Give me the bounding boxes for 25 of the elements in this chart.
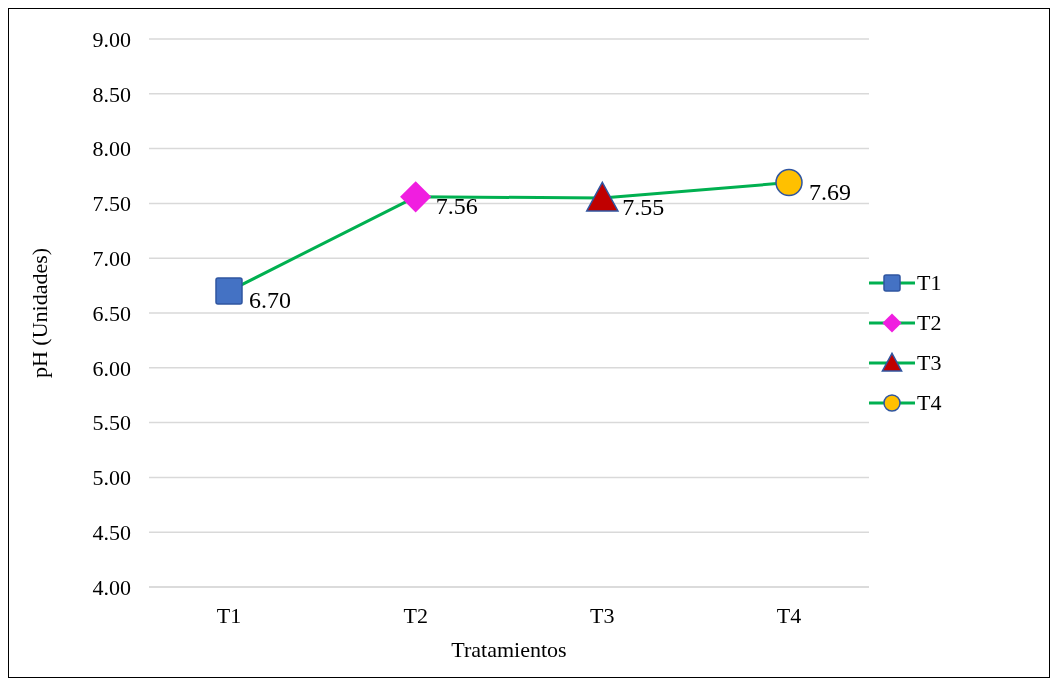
data-label: 6.70 (249, 287, 291, 314)
legend-label: T3 (917, 350, 942, 376)
y-tick-label: 8.00 (92, 136, 131, 162)
y-tick-label: 6.00 (92, 355, 131, 381)
x-tick-label: T1 (216, 602, 242, 628)
y-tick-label: 7.00 (92, 246, 131, 272)
y-tick-label: 4.50 (92, 520, 131, 546)
x-tick-label: T2 (403, 602, 428, 628)
data-label: 7.69 (809, 178, 851, 205)
data-label: 7.56 (435, 192, 478, 219)
y-tick-label: 7.50 (92, 191, 131, 217)
x-tick-label: T4 (776, 602, 802, 628)
y-tick-label: 9.00 (92, 26, 131, 52)
y-tick-label: 6.50 (92, 300, 131, 326)
legend-label: T4 (917, 390, 942, 416)
x-tick-label: T3 (590, 602, 615, 628)
x-axis-title: Tratamientos (451, 637, 567, 662)
y-axis-title: pH (Unidades) (26, 247, 52, 379)
y-tick-label: 5.50 (92, 410, 131, 436)
y-tick-label: 5.00 (92, 465, 131, 491)
legend-label: T2 (917, 310, 942, 336)
y-tick-label: 4.00 (92, 574, 131, 600)
data-label: 7.55 (622, 193, 665, 220)
y-tick-label: 8.50 (92, 81, 131, 107)
legend-label: T1 (917, 270, 942, 296)
